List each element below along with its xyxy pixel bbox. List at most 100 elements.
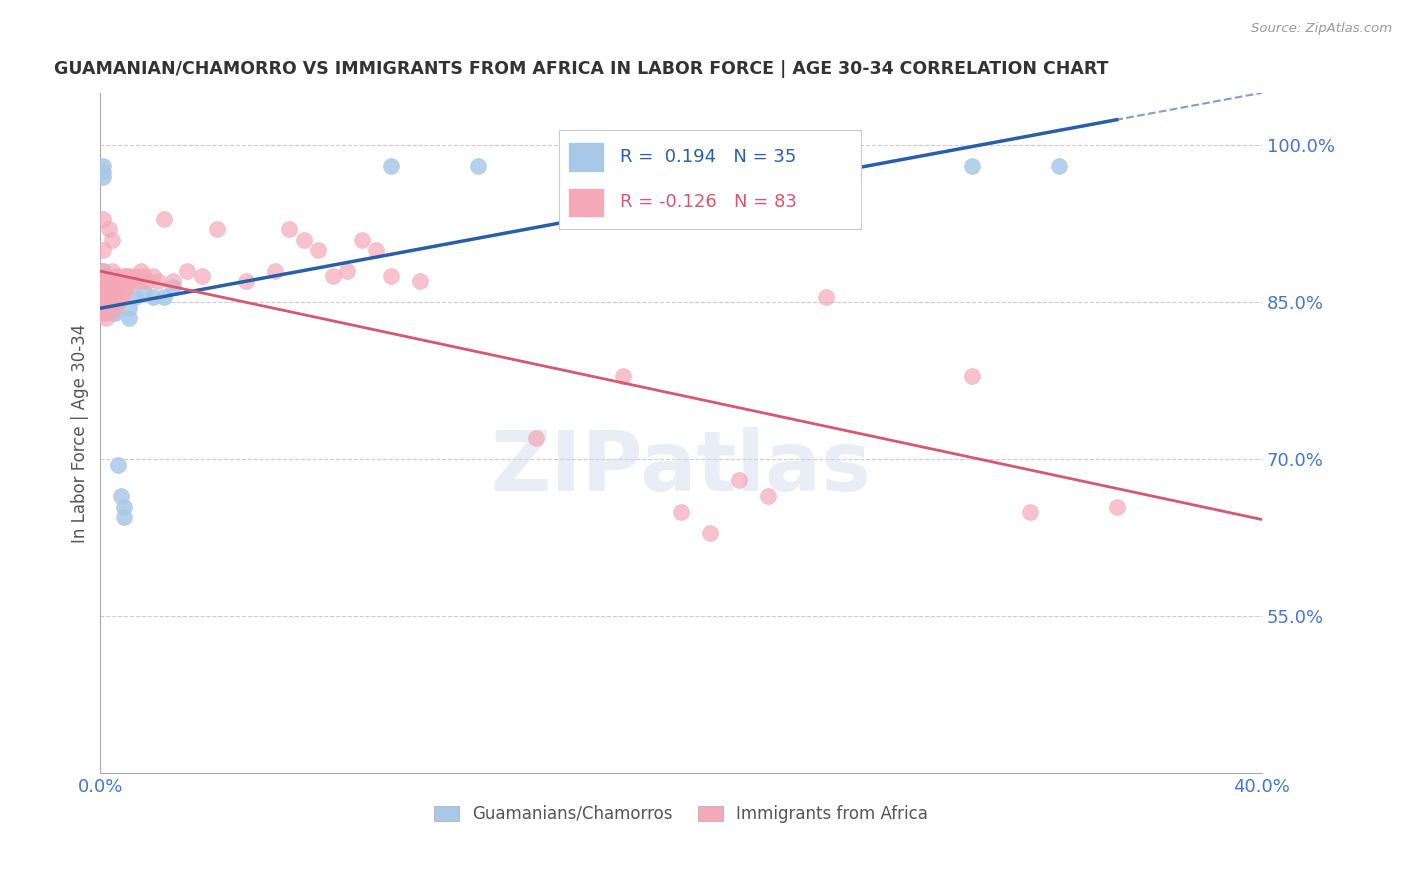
Point xyxy=(118,301,141,315)
Point xyxy=(91,290,114,304)
Point xyxy=(110,275,132,289)
Point xyxy=(107,458,129,472)
Point xyxy=(127,275,149,289)
Point xyxy=(96,311,118,326)
Point xyxy=(162,275,184,289)
Point xyxy=(104,306,127,320)
Point xyxy=(91,243,114,257)
Point xyxy=(121,275,143,289)
Point xyxy=(107,295,129,310)
Point xyxy=(524,432,547,446)
Point xyxy=(101,290,124,304)
Text: GUAMANIAN/CHAMORRO VS IMMIGRANTS FROM AFRICA IN LABOR FORCE | AGE 30-34 CORRELAT: GUAMANIAN/CHAMORRO VS IMMIGRANTS FROM AF… xyxy=(53,60,1108,78)
Point xyxy=(336,264,359,278)
Point xyxy=(104,285,127,299)
Point xyxy=(235,275,257,289)
Point xyxy=(91,159,114,173)
Point xyxy=(110,290,132,304)
Point xyxy=(96,275,118,289)
Point xyxy=(699,525,721,540)
Point xyxy=(612,368,634,383)
Point xyxy=(669,505,692,519)
Point xyxy=(467,159,489,173)
Point xyxy=(115,269,138,284)
Point xyxy=(107,279,129,293)
Text: ZIPatlas: ZIPatlas xyxy=(491,426,872,508)
Point xyxy=(91,169,114,184)
Point xyxy=(142,269,165,284)
Point xyxy=(110,489,132,503)
Point xyxy=(205,222,228,236)
Point xyxy=(96,290,118,304)
Point xyxy=(101,295,124,310)
Point xyxy=(96,269,118,284)
Point xyxy=(1047,159,1070,173)
Point xyxy=(101,264,124,278)
Point xyxy=(366,243,388,257)
Point xyxy=(96,301,118,315)
Point xyxy=(322,269,344,284)
Point xyxy=(112,269,135,284)
Point xyxy=(118,269,141,284)
Text: Source: ZipAtlas.com: Source: ZipAtlas.com xyxy=(1251,22,1392,36)
Point xyxy=(756,489,779,503)
Point xyxy=(112,510,135,524)
Point xyxy=(91,306,114,320)
Point xyxy=(191,269,214,284)
Point xyxy=(278,222,301,236)
Point xyxy=(135,275,157,289)
Point xyxy=(104,279,127,293)
Point xyxy=(380,159,402,173)
Y-axis label: In Labor Force | Age 30-34: In Labor Force | Age 30-34 xyxy=(72,324,89,543)
Point xyxy=(91,285,114,299)
Point xyxy=(1018,505,1040,519)
Point xyxy=(107,285,129,299)
Point xyxy=(98,275,121,289)
Point xyxy=(118,275,141,289)
Point xyxy=(91,275,114,289)
Point xyxy=(815,290,838,304)
Point xyxy=(176,264,198,278)
Point xyxy=(96,285,118,299)
Point xyxy=(98,279,121,293)
Point xyxy=(132,269,155,284)
Point xyxy=(104,301,127,315)
Point xyxy=(98,290,121,304)
Point xyxy=(91,275,114,289)
Point xyxy=(104,290,127,304)
Point xyxy=(110,285,132,299)
Point xyxy=(162,279,184,293)
Point xyxy=(98,295,121,310)
Point xyxy=(132,285,155,299)
Point xyxy=(409,275,432,289)
Point xyxy=(129,264,152,278)
Point xyxy=(115,279,138,293)
Point xyxy=(124,269,146,284)
Point xyxy=(153,211,176,226)
Point xyxy=(91,264,114,278)
Point xyxy=(101,306,124,320)
Point xyxy=(107,269,129,284)
Point xyxy=(756,159,779,173)
Point xyxy=(112,285,135,299)
Legend: Guamanians/Chamorros, Immigrants from Africa: Guamanians/Chamorros, Immigrants from Af… xyxy=(434,805,928,823)
Point xyxy=(960,159,983,173)
Point xyxy=(98,222,121,236)
Point xyxy=(350,233,373,247)
Point xyxy=(96,275,118,289)
Point xyxy=(98,290,121,304)
Point xyxy=(96,295,118,310)
Point xyxy=(91,279,114,293)
Point xyxy=(292,233,315,247)
Point xyxy=(960,368,983,383)
Point xyxy=(112,275,135,289)
Point xyxy=(307,243,329,257)
Point xyxy=(98,301,121,315)
Point xyxy=(91,290,114,304)
Point xyxy=(96,269,118,284)
Point xyxy=(91,211,114,226)
Point xyxy=(728,473,751,487)
Point xyxy=(124,290,146,304)
Point xyxy=(112,500,135,514)
Point xyxy=(153,290,176,304)
